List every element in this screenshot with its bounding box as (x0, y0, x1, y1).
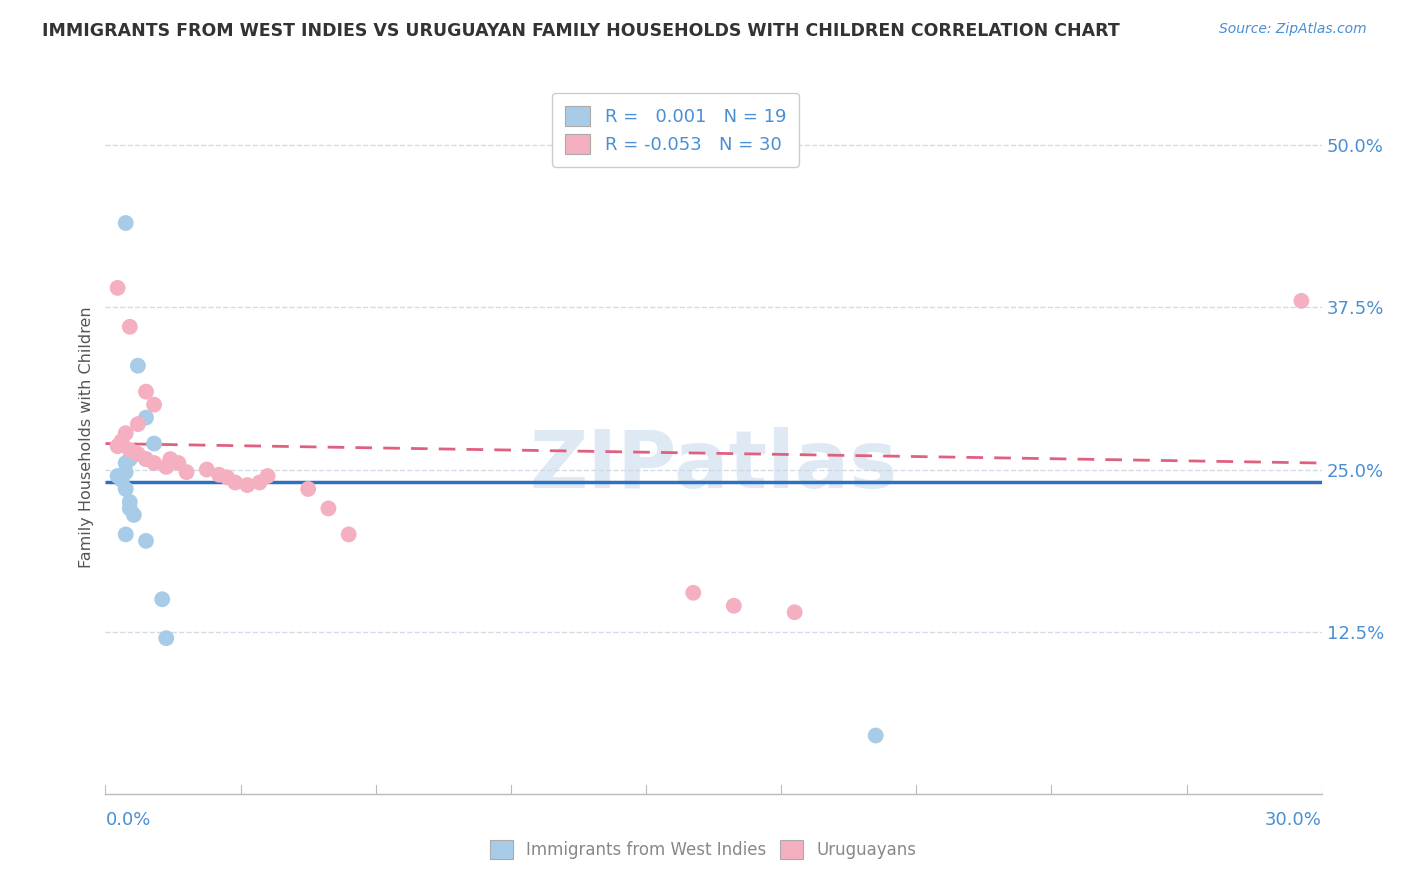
Point (135, 533, 157, 548)
Point (118, 452, 141, 467)
Text: 30.0%: 30.0% (1265, 811, 1322, 829)
Point (143, 456, 166, 470)
Point (107, 281, 129, 295)
Point (107, 469, 129, 483)
Point (297, 482, 319, 496)
Point (865, 729, 887, 743)
Legend: Immigrants from West Indies, Uruguayans: Immigrants from West Indies, Uruguayans (481, 831, 925, 868)
Point (236, 478, 259, 492)
Text: IMMIGRANTS FROM WEST INDIES VS URUGUAYAN FAMILY HOUSEHOLDS WITH CHILDREN CORRELA: IMMIGRANTS FROM WEST INDIES VS URUGUAYAN… (42, 22, 1121, 40)
Point (224, 475, 246, 490)
Point (208, 467, 231, 482)
Point (127, 417, 149, 431)
Point (217, 470, 239, 484)
Point (114, 465, 136, 479)
Point (318, 501, 340, 516)
Point (114, 527, 136, 541)
Point (249, 475, 271, 490)
Point (114, 456, 136, 470)
Point (159, 452, 181, 467)
Point (114, 216, 136, 230)
Text: Source: ZipAtlas.com: Source: ZipAtlas.com (1219, 22, 1367, 37)
Point (1291, 293, 1313, 308)
Point (723, 599, 745, 613)
Point (167, 456, 190, 470)
Point (256, 469, 278, 483)
Point (114, 426, 136, 441)
Point (143, 398, 166, 412)
Point (337, 527, 360, 541)
Point (195, 462, 218, 476)
Point (118, 319, 141, 334)
Point (114, 482, 136, 496)
Point (150, 592, 173, 607)
Point (135, 452, 157, 467)
Point (135, 384, 157, 399)
Point (783, 605, 806, 619)
Y-axis label: Family Households with Children: Family Households with Children (79, 306, 94, 568)
Point (176, 465, 198, 479)
Point (118, 501, 141, 516)
Point (127, 359, 149, 373)
Legend: R =   0.001   N = 19, R = -0.053   N = 30: R = 0.001 N = 19, R = -0.053 N = 30 (553, 93, 799, 167)
Point (135, 410, 157, 425)
Point (111, 473, 134, 487)
Point (118, 495, 141, 509)
Point (682, 586, 704, 600)
Point (127, 447, 149, 461)
Point (155, 631, 177, 645)
Point (155, 459, 177, 474)
Point (135, 452, 157, 467)
Point (107, 439, 129, 453)
Point (122, 508, 145, 522)
Text: 0.0%: 0.0% (105, 811, 150, 829)
Text: ZIPatlas: ZIPatlas (530, 426, 897, 505)
Point (118, 443, 141, 458)
Point (111, 434, 134, 448)
Point (143, 436, 166, 450)
